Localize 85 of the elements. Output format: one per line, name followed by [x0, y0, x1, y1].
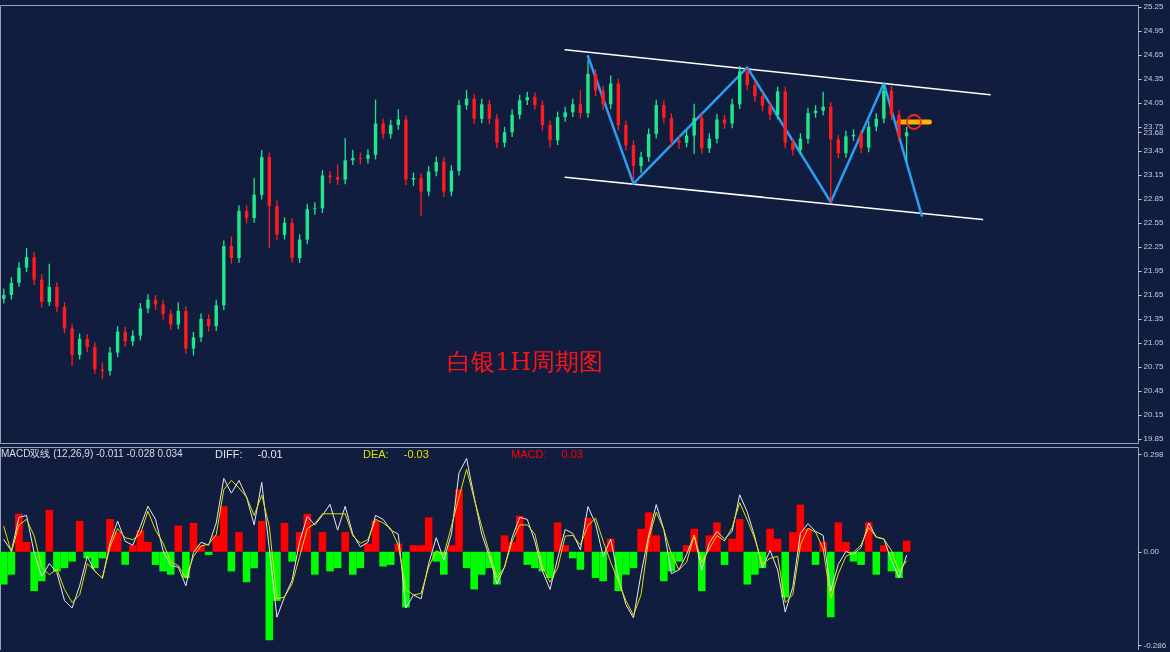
candlestick: [24, 247, 29, 273]
bar: [257, 521, 266, 552]
candlestick: [760, 91, 765, 112]
y-tick-label: 22.55: [1143, 218, 1165, 228]
candlestick: [692, 103, 696, 154]
candlestick: [487, 99, 492, 125]
candlestick: [517, 94, 522, 120]
y-tick-label: -0.286: [1143, 640, 1167, 650]
bar: [720, 551, 729, 565]
candlestick: [434, 156, 438, 177]
y-tick-label: 25.25: [1143, 2, 1165, 12]
y-tick-label: 21.35: [1143, 314, 1165, 324]
bar: [311, 551, 319, 575]
candlestick: [510, 109, 514, 137]
bar: [811, 551, 820, 565]
y-tick-label: 22.85: [1143, 194, 1165, 204]
candlestick: [533, 92, 537, 110]
candlestick: [548, 120, 552, 148]
bar: [121, 551, 129, 565]
y-tick-label: 21.05: [1143, 338, 1165, 348]
candlestick: [639, 151, 643, 173]
candlestick: [601, 86, 605, 110]
y-tick-label: 21.95: [1143, 266, 1165, 276]
candlestick: [93, 342, 97, 374]
candlestick: [480, 98, 484, 124]
candlestick: [335, 164, 340, 186]
y-tick-label: 20.75: [1143, 362, 1165, 372]
y-tick-label: 0.298: [1143, 449, 1165, 459]
bar: [45, 509, 54, 552]
y-tick-label: 21.65: [1143, 290, 1165, 300]
y-tick-label: 24.35: [1143, 74, 1165, 84]
candlestick: [123, 327, 127, 347]
bar: [174, 525, 183, 552]
candlestick: [662, 100, 666, 124]
candlestick: [715, 114, 719, 144]
y-tick-label: 23.15: [1143, 170, 1165, 180]
y-tick-label: 22.25: [1143, 242, 1165, 252]
y-tick-label: 19.85: [1143, 434, 1165, 444]
candlestick: [17, 262, 21, 287]
chart-title: MACD双线 (12,26,9) -0.011 -0.028 0.034: [1, 448, 183, 459]
candlestick: [199, 313, 203, 342]
y-tick-label: 0.00: [1143, 547, 1160, 557]
line-series: [586, 55, 924, 217]
candlestick: [578, 90, 583, 119]
candlestick: [161, 299, 165, 320]
candlestick: [502, 126, 507, 148]
y-tick-label: 23.45: [1143, 146, 1165, 156]
text: DEA: -0.03: [363, 448, 429, 460]
y-tick-label: 24.05: [1143, 98, 1165, 108]
text: MACD: 0.03: [511, 448, 583, 460]
candlestick: [366, 149, 370, 164]
candlestick: [191, 331, 196, 356]
candlestick: [32, 251, 36, 286]
candlestick: [472, 94, 476, 125]
candlestick: [381, 118, 385, 140]
y-tick-label: 20.45: [1143, 386, 1165, 396]
candlestick: [108, 347, 112, 376]
bar: [902, 540, 911, 552]
candlestick: [844, 130, 848, 158]
y-tick-label: 24.65: [1143, 50, 1165, 60]
bar: [235, 532, 243, 552]
candlestick: [343, 138, 347, 185]
bar: [872, 551, 881, 575]
candlestick: [624, 120, 628, 151]
candlestick: [419, 173, 423, 217]
candlestick: [821, 91, 825, 116]
bar: [280, 522, 289, 552]
bar: [75, 521, 84, 552]
candlestick: [745, 68, 749, 91]
candlestick: [677, 135, 681, 149]
candlestick: [146, 294, 150, 314]
bar: [288, 551, 296, 562]
candlestick: [55, 282, 59, 313]
candlestick: [252, 178, 256, 223]
candlestick: [775, 86, 780, 120]
bar: [341, 532, 349, 552]
series-label: DIFF: -0.01: [215, 448, 283, 460]
candlestick: [859, 130, 863, 153]
y-tick-label: 24.95: [1143, 26, 1165, 36]
y-tick-label: 20.15: [1143, 410, 1165, 420]
candlestick: [753, 80, 757, 102]
candlestick: [897, 110, 901, 142]
text: 白银1H周期图: [447, 348, 604, 376]
candlestick: [730, 98, 734, 129]
bar: [318, 532, 327, 552]
